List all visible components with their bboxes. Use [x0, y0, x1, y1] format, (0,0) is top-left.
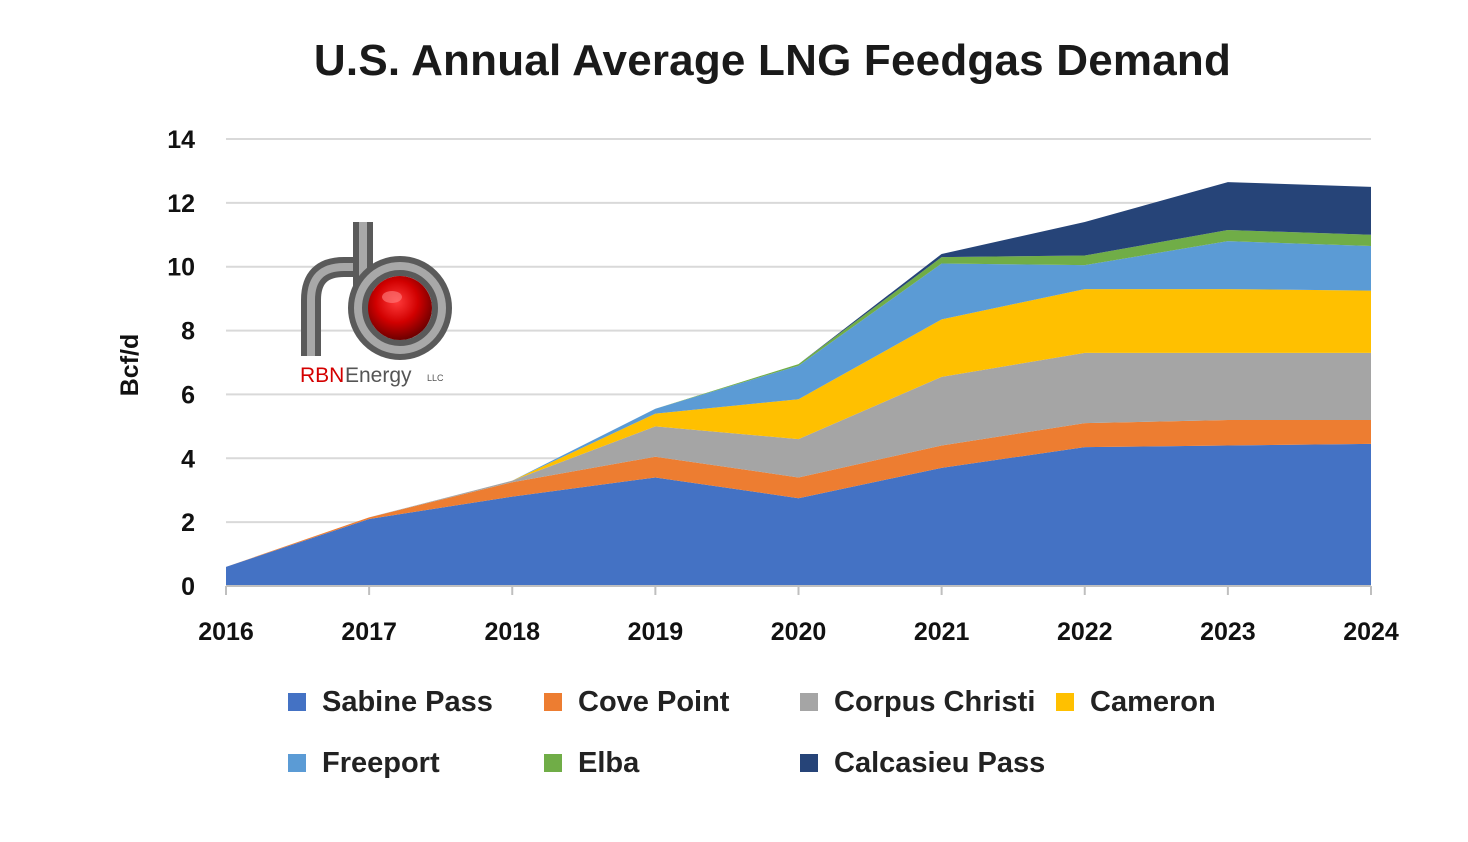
y-tick-label: 10 — [167, 254, 195, 282]
legend-label: Corpus Christi — [834, 685, 1036, 718]
legend-label: Calcasieu Pass — [834, 746, 1046, 779]
x-tick-label: 2021 — [914, 618, 970, 646]
area-corpus-christi — [226, 352, 1371, 567]
x-tick-label: 2024 — [1343, 618, 1399, 646]
legend-swatch — [800, 693, 818, 711]
legend-swatch — [544, 754, 562, 772]
legend-item: Cameron — [1056, 682, 1216, 722]
x-tick-labels: 2016 2017 2018 2019 2020 2021 2022 2023 2024 — [198, 618, 1399, 646]
y-tick-label: 8 — [181, 318, 195, 346]
legend-swatch — [288, 754, 306, 772]
rbn-energy-logo: RBN Energy LLC — [300, 222, 452, 387]
area-calcasieu-pass — [226, 182, 1371, 567]
y-tick-label: 6 — [181, 381, 195, 409]
x-tick-label: 2018 — [484, 618, 540, 646]
x-tick-label: 2020 — [771, 618, 827, 646]
legend-label: Elba — [578, 746, 640, 779]
legend-label: Freeport — [322, 746, 440, 779]
legend-label: Cameron — [1090, 685, 1216, 718]
y-tick-label: 0 — [181, 573, 195, 601]
y-tick-label: 14 — [167, 126, 195, 154]
area-sabine-pass — [226, 443, 1371, 586]
legend-swatch — [288, 693, 306, 711]
chart-title: U.S. Annual Average LNG Feedgas Demand — [313, 36, 1232, 85]
x-tick-label: 2023 — [1200, 618, 1256, 646]
logo-suffix: LLC — [427, 373, 444, 383]
legend-item: Calcasieu Pass — [800, 743, 1045, 783]
legend-item: Elba — [544, 743, 639, 783]
logo-text-red: RBN — [300, 364, 344, 387]
x-tick-label: 2022 — [1057, 618, 1113, 646]
legend-item: Corpus Christi — [800, 682, 1035, 722]
legend-swatch — [1056, 693, 1074, 711]
x-tick-label: 2017 — [341, 618, 397, 646]
x-tick-label: 2019 — [628, 618, 684, 646]
y-tick-label: 4 — [181, 445, 195, 473]
y-tick-label: 12 — [167, 190, 195, 218]
legend-label: Sabine Pass — [322, 685, 493, 718]
area-cameron — [226, 289, 1371, 567]
legend-item: Sabine Pass — [288, 682, 493, 722]
stacked-areas — [226, 182, 1371, 586]
y-axis-label: Bcf/d — [116, 334, 144, 397]
legend-item: Freeport — [288, 743, 440, 783]
legend-swatch — [544, 693, 562, 711]
y-tick-label: 2 — [181, 509, 195, 537]
legend-item: Cove Point — [544, 682, 729, 722]
y-tick-labels: 0 2 4 6 8 10 12 14 — [167, 126, 195, 601]
area-freeport — [226, 241, 1371, 567]
area-cove-point — [226, 419, 1371, 567]
x-tick-label: 2016 — [198, 618, 254, 646]
legend-swatch — [800, 754, 818, 772]
axes — [225, 585, 1372, 595]
logo-text-gray: Energy — [345, 364, 412, 387]
legend-label: Cove Point — [578, 685, 730, 718]
